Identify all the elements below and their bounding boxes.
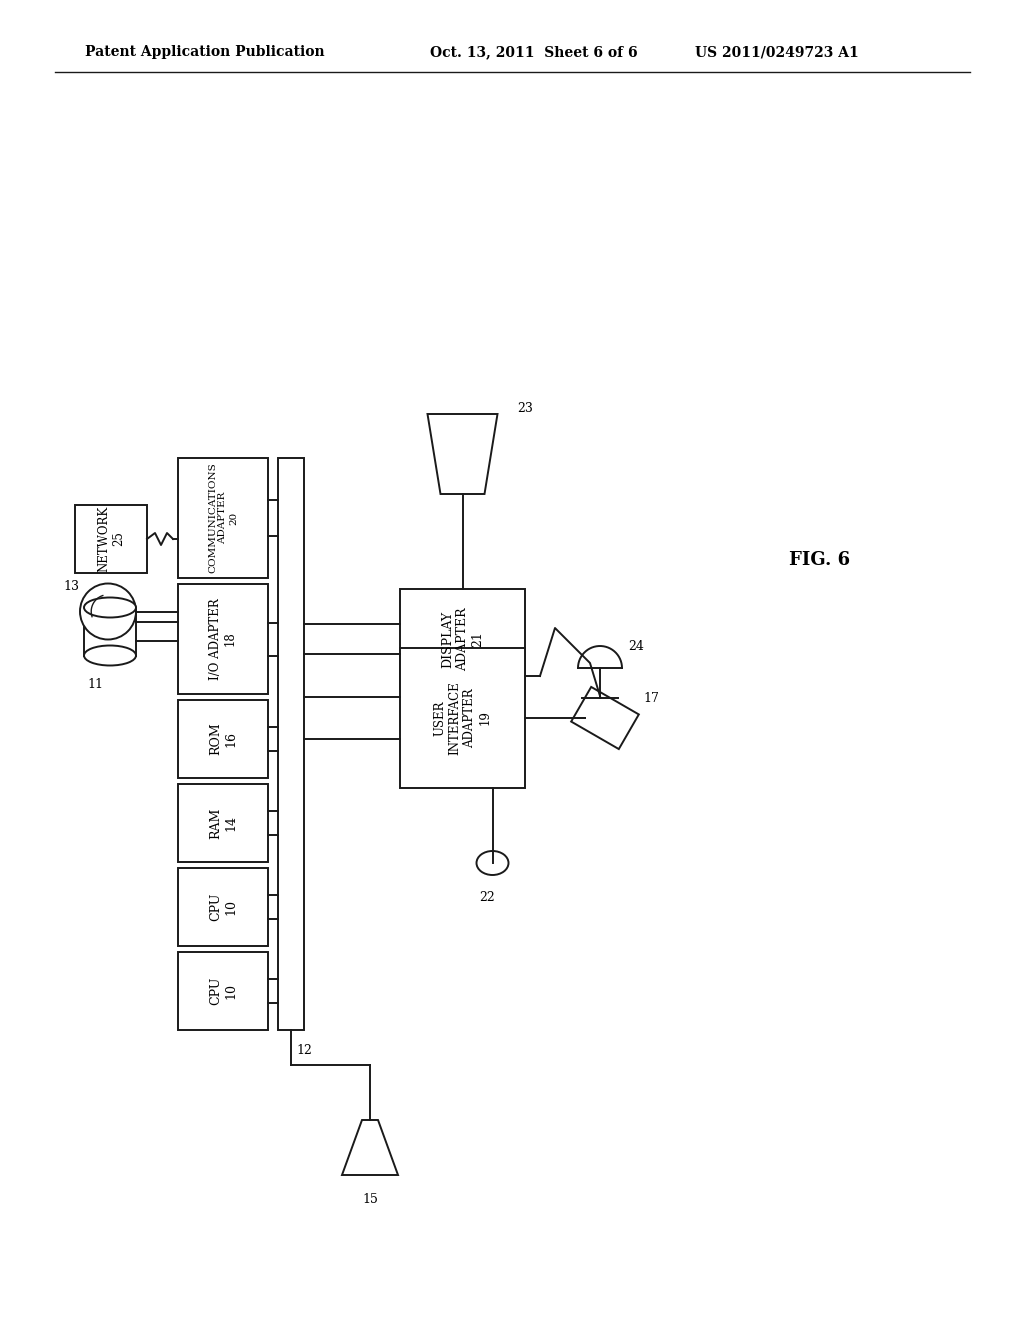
Text: I/O ADAPTER
18: I/O ADAPTER 18 [209, 598, 237, 680]
Text: 13: 13 [63, 579, 79, 593]
Ellipse shape [84, 598, 136, 618]
Text: US 2011/0249723 A1: US 2011/0249723 A1 [695, 45, 859, 59]
Text: COMMUNICATIONS
ADAPTER
20: COMMUNICATIONS ADAPTER 20 [208, 462, 238, 573]
Polygon shape [342, 1119, 398, 1175]
Text: USER
INTERFACE
ADAPTER
19: USER INTERFACE ADAPTER 19 [433, 681, 492, 755]
Text: 11: 11 [87, 677, 103, 690]
Bar [278, 458, 304, 1030]
Bar [178, 784, 268, 862]
Text: CPU
10: CPU 10 [209, 977, 237, 1006]
Bar [178, 458, 268, 578]
Text: CPU
10: CPU 10 [209, 892, 237, 921]
Circle shape [80, 583, 136, 639]
Text: 22: 22 [479, 891, 496, 904]
Ellipse shape [476, 851, 509, 875]
Ellipse shape [84, 645, 136, 665]
Text: DISPLAY
ADAPTER
21: DISPLAY ADAPTER 21 [441, 607, 484, 671]
Text: 17: 17 [643, 692, 658, 705]
Polygon shape [571, 686, 639, 748]
Text: 23: 23 [517, 403, 534, 416]
Text: 12: 12 [296, 1044, 312, 1056]
Text: 15: 15 [362, 1193, 378, 1206]
Text: FIG. 6: FIG. 6 [790, 550, 851, 569]
Text: Oct. 13, 2011  Sheet 6 of 6: Oct. 13, 2011 Sheet 6 of 6 [430, 45, 638, 59]
Text: NETWORK
25: NETWORK 25 [97, 506, 125, 572]
Bar [400, 648, 525, 788]
Bar [84, 607, 136, 656]
Text: 24: 24 [628, 639, 644, 652]
Bar [178, 869, 268, 946]
Polygon shape [427, 414, 498, 494]
Bar [178, 952, 268, 1030]
Bar [178, 583, 268, 694]
Text: ROM
16: ROM 16 [209, 722, 237, 755]
Text: RAM
14: RAM 14 [209, 808, 237, 838]
Bar [75, 506, 147, 573]
Bar [400, 589, 525, 689]
Text: Patent Application Publication: Patent Application Publication [85, 45, 325, 59]
Bar [178, 700, 268, 777]
